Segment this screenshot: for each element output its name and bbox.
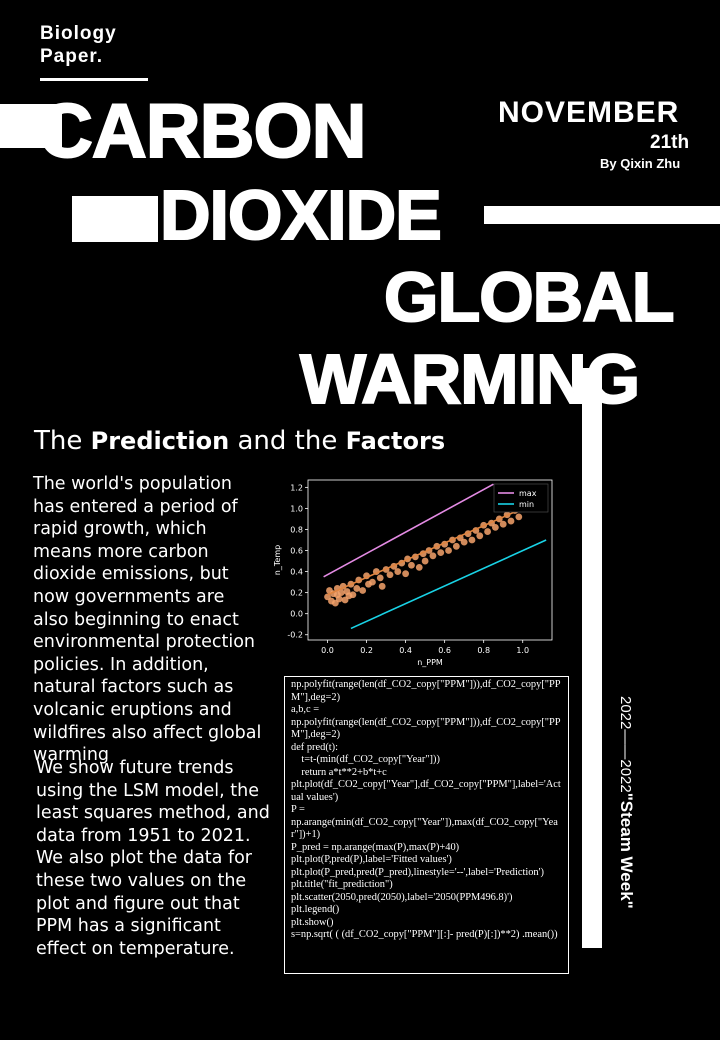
- title-word-carbon: CARBON: [37, 89, 368, 174]
- code-line: P_pred = np.arange(max(P),max(P)+40): [291, 841, 460, 853]
- data-point: [335, 595, 343, 603]
- title-word-global: GLOBAL: [383, 258, 676, 336]
- code-line: np.arange(min(df_CO2_copy["Year"]),max(d…: [291, 816, 558, 841]
- x-axis-label: n_PPM: [417, 658, 443, 667]
- tag-line-1: Biology: [40, 23, 117, 44]
- body-paragraph-1: The world's population has entered a per…: [33, 474, 262, 766]
- code-line: plt.scatter(2050,pred(2050),label='2050(…: [291, 891, 513, 903]
- code-line: plt.plot(df_CO2_copy["Year"],df_CO2_copy…: [291, 779, 561, 803]
- author-byline: By Qixin Zhu: [600, 156, 681, 171]
- decor-bar-vertical: [582, 368, 602, 948]
- decor-block-1: [0, 104, 62, 148]
- code-line: return a*t**2+b*t+c: [291, 766, 387, 778]
- y-tick-label: 0.6: [290, 547, 303, 556]
- data-point: [491, 523, 499, 531]
- tag-line-2: Paper.: [40, 46, 104, 67]
- y-tick-label: 0.4: [290, 568, 303, 577]
- y-tick-label: 0.2: [290, 589, 303, 598]
- date-month: NOVEMBER: [498, 96, 680, 129]
- data-point: [394, 568, 402, 575]
- date-day: 21th: [650, 132, 690, 153]
- data-point: [376, 574, 384, 582]
- legend-label-max: max: [519, 489, 537, 498]
- data-point: [415, 563, 423, 571]
- fit-line: [327, 507, 524, 596]
- x-tick-label: 0.4: [399, 646, 412, 655]
- x-tick-label: 1.0: [516, 646, 529, 655]
- y-tick-label: 1.0: [290, 504, 303, 513]
- scatter-chart: 0.0 0.2 0.4 0.6 0.8 1.0 -0.2 0.0 0.2 0.4 0.6 0.8 1.0…: [273, 479, 553, 667]
- event-name: "Steam Week": [617, 792, 636, 909]
- y-axis-label: n_Temp: [273, 545, 282, 575]
- legend-box: [493, 483, 549, 513]
- data-point: [515, 513, 523, 521]
- data-point: [369, 578, 376, 586]
- decor-block-2: [72, 196, 158, 242]
- code-line: a,b,c =: [291, 704, 320, 715]
- y-tick-label: 0.8: [290, 525, 303, 534]
- data-point: [499, 520, 507, 528]
- data-point: [337, 589, 345, 597]
- code-line: P =: [291, 804, 305, 815]
- tag-underline: [40, 78, 148, 81]
- section-subtitle: The Prediction and the Factors: [34, 426, 445, 456]
- data-point: [378, 582, 386, 590]
- legend-label-min: min: [519, 500, 534, 509]
- data-point: [460, 538, 468, 546]
- code-line: plt.plot(P_pred,pred(P_pred),linestyle='…: [291, 866, 544, 878]
- x-tick-label: 0.6: [438, 646, 451, 655]
- data-point: [507, 517, 515, 525]
- data-point: [421, 557, 429, 565]
- decor-bar-horizontal: [484, 206, 720, 224]
- data-point: [349, 591, 357, 599]
- code-line: plt.plot(P,pred(P),label='Fitted values'…: [291, 854, 452, 865]
- data-point: [359, 587, 367, 594]
- x-tick-label: 0.2: [360, 646, 373, 655]
- subtitle-word-1: The: [34, 426, 91, 456]
- data-point: [445, 547, 452, 554]
- event-years: 2022——2022: [617, 696, 634, 793]
- data-point: [468, 536, 476, 544]
- code-line: plt.show(): [291, 916, 334, 928]
- code-line: t=t-(min(df_CO2_copy["Year"])): [291, 754, 440, 765]
- x-tick-label: 0.8: [477, 646, 490, 655]
- code-line: np.polyfit(range(len(df_CO2_copy["PPM"])…: [291, 716, 561, 741]
- data-point: [429, 552, 437, 560]
- title-word-warming: WARMING: [299, 340, 641, 418]
- code-line: plt.title("fit_prediction"): [291, 879, 393, 890]
- code-line: plt.legend(): [291, 904, 340, 915]
- data-point: [452, 542, 460, 550]
- y-tick-label: 1.2: [290, 483, 303, 492]
- vertical-event-label: 2022——2022"Steam Week": [616, 696, 636, 956]
- y-tick-label: -0.2: [287, 631, 303, 640]
- title-word-dioxide: DIOXIDE: [159, 176, 443, 254]
- data-point: [386, 571, 394, 579]
- series-line-max: [323, 483, 494, 578]
- data-point: [402, 570, 409, 578]
- data-point: [353, 585, 361, 592]
- code-line: np.polyfit(range(len(df_CO2_copy["PPM"])…: [291, 679, 561, 703]
- code-line: s=np.sqrt( ( (df_CO2_copy["PPM"][:]- pre…: [291, 929, 558, 940]
- code-line: def pred(t):: [291, 741, 339, 753]
- y-tick-label: 0.0: [290, 610, 303, 619]
- body-paragraph-2: We show future trends using the LSM mode…: [36, 758, 270, 959]
- data-point: [437, 549, 445, 557]
- subtitle-word-2: Prediction: [90, 427, 230, 455]
- plot-frame: [307, 479, 553, 641]
- data-point: [476, 532, 484, 540]
- x-tick-label: 0.0: [321, 646, 334, 655]
- paper-tag: Biology Paper.: [40, 22, 117, 68]
- subtitle-word-4: Factors: [345, 427, 446, 455]
- data-point: [484, 528, 491, 535]
- subtitle-word-3: and the: [229, 426, 346, 456]
- data-point: [408, 561, 415, 569]
- code-box: np.polyfit(range(len(df_CO2_copy["PPM"])…: [284, 676, 569, 974]
- series-line-min: [350, 539, 547, 630]
